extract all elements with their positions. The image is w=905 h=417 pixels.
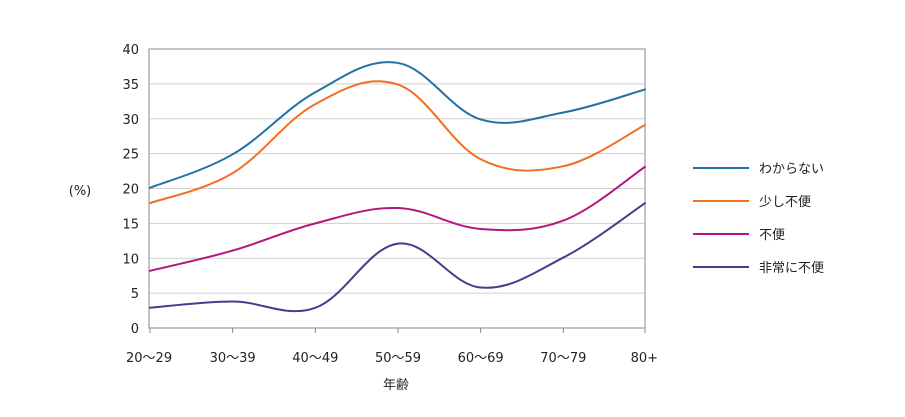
y-tick-label: 40: [122, 43, 139, 58]
x-tick-label: 60〜69: [458, 351, 504, 366]
series-line-2: [149, 80, 646, 205]
series-line-3: [149, 165, 646, 272]
y-tick-label: 10: [122, 252, 139, 267]
y-tick-label: 30: [122, 113, 139, 128]
series-line-4: [149, 202, 646, 313]
x-tick-label: 50〜59: [375, 351, 421, 366]
plot-area-frame: [148, 48, 646, 329]
legend-label: わからない: [759, 162, 824, 177]
x-axis-label: 年齢: [383, 378, 409, 393]
y-tick-label: 25: [122, 148, 139, 163]
y-axis-tick-labels: 0 5 10 15 20 25 30 35 40: [122, 43, 139, 337]
series-lines: [149, 61, 646, 313]
x-axis-tick-labels: 20〜29 30〜39 40〜49 50〜59 60〜69 70〜79 80+: [126, 351, 658, 366]
x-axis-ticks: [149, 328, 646, 333]
y-tick-label: 35: [122, 78, 139, 93]
x-tick-label: 80+: [631, 351, 658, 366]
x-tick-label: 70〜79: [540, 351, 586, 366]
y-tick-label: 0: [131, 322, 139, 337]
legend-label: 少し不便: [759, 195, 811, 210]
gridlines: [149, 83, 645, 294]
y-tick-label: 5: [131, 287, 139, 302]
y-axis-label: (%): [69, 184, 92, 199]
x-tick-label: 40〜49: [292, 351, 338, 366]
legend-label: 不便: [759, 228, 785, 243]
x-tick-label: 30〜39: [210, 351, 256, 366]
y-tick-label: 15: [122, 217, 139, 232]
legend-label: 非常に不便: [759, 261, 824, 276]
y-tick-label: 20: [122, 183, 139, 198]
x-tick-label: 20〜29: [126, 351, 172, 366]
series-line-1: [149, 61, 646, 189]
